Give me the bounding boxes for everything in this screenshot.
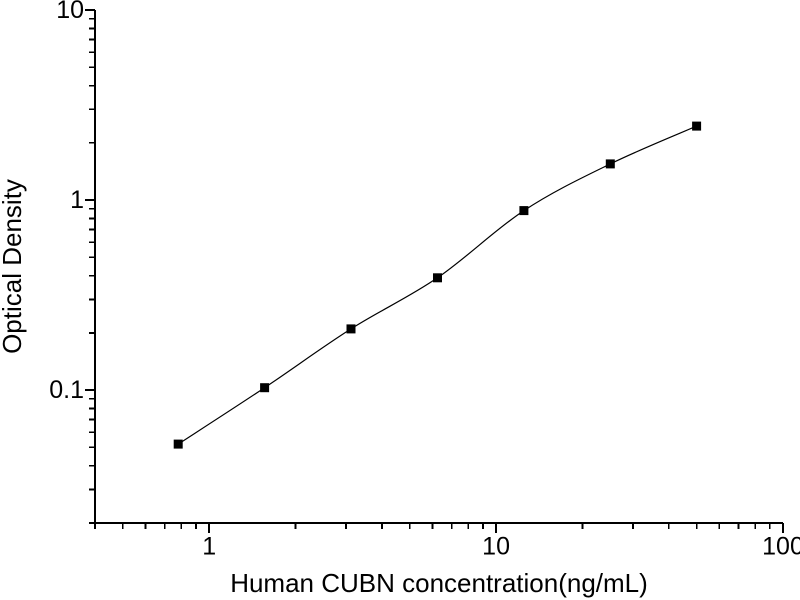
x-axis-tick-label: 10 xyxy=(482,533,510,561)
y-axis-title: Optical Density xyxy=(0,179,27,354)
x-axis-title: Human CUBN concentration(ng/mL) xyxy=(230,568,648,598)
data-point-marker xyxy=(605,159,615,169)
data-point-marker xyxy=(433,273,442,283)
data-point-marker xyxy=(173,439,183,449)
data-point-marker xyxy=(519,206,529,216)
standard-curve-line xyxy=(177,125,697,445)
data-point-marker xyxy=(260,383,270,393)
data-point-marker xyxy=(692,121,702,131)
y-axis-tick-label: 1 xyxy=(70,186,84,214)
y-axis-tick-label: 10 xyxy=(56,0,84,24)
y-axis-tick-label: 0.1 xyxy=(49,376,84,404)
data-point-marker xyxy=(346,324,356,334)
x-axis-tick-label: 100 xyxy=(762,533,800,561)
x-axis-tick-label: 1 xyxy=(202,533,216,561)
